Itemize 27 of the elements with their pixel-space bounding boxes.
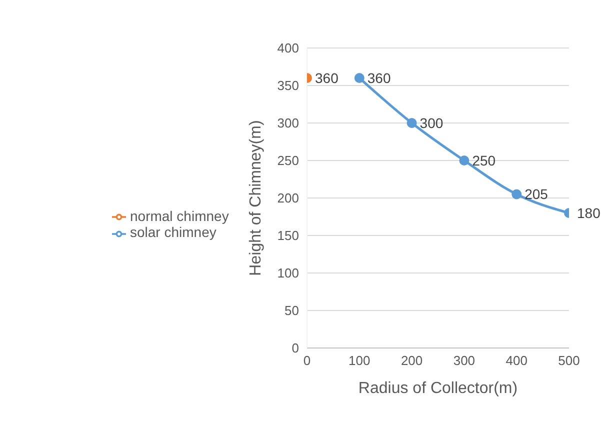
x-tick-label: 200: [400, 353, 423, 368]
legend-label: solar chimney: [130, 224, 216, 240]
data-label: 300: [420, 114, 444, 131]
x-tick-label: 500: [558, 353, 580, 368]
legend-label: normal chimney: [130, 208, 229, 224]
data-label: 205: [524, 186, 548, 202]
y-tick-label: 300: [277, 116, 299, 131]
x-tick-label: 300: [453, 353, 476, 368]
y-tick-label: 250: [277, 153, 299, 168]
x-tick-label: 100: [348, 353, 370, 368]
y-tick-label: 100: [277, 266, 299, 281]
data-label: 360: [315, 70, 339, 86]
point: [459, 156, 470, 166]
data-label: 250: [472, 152, 496, 168]
y-tick-label: 50: [284, 303, 299, 318]
y-axis-title: Height of Chimney(m): [248, 120, 265, 276]
y-tick-label: 200: [277, 190, 299, 206]
x-tick-label: 0: [303, 353, 311, 368]
point: [406, 118, 417, 128]
x-tick-label: 400: [506, 353, 528, 368]
y-tick-label: 400: [277, 40, 299, 56]
data-label: 180: [577, 204, 601, 221]
data-label: 360: [367, 70, 391, 86]
x-axis-title: Radius of Collector(m): [358, 380, 518, 397]
y-tick-label: 150: [277, 228, 299, 244]
y-tick-label: 0: [292, 340, 299, 356]
y-tick-label: 350: [277, 78, 299, 94]
